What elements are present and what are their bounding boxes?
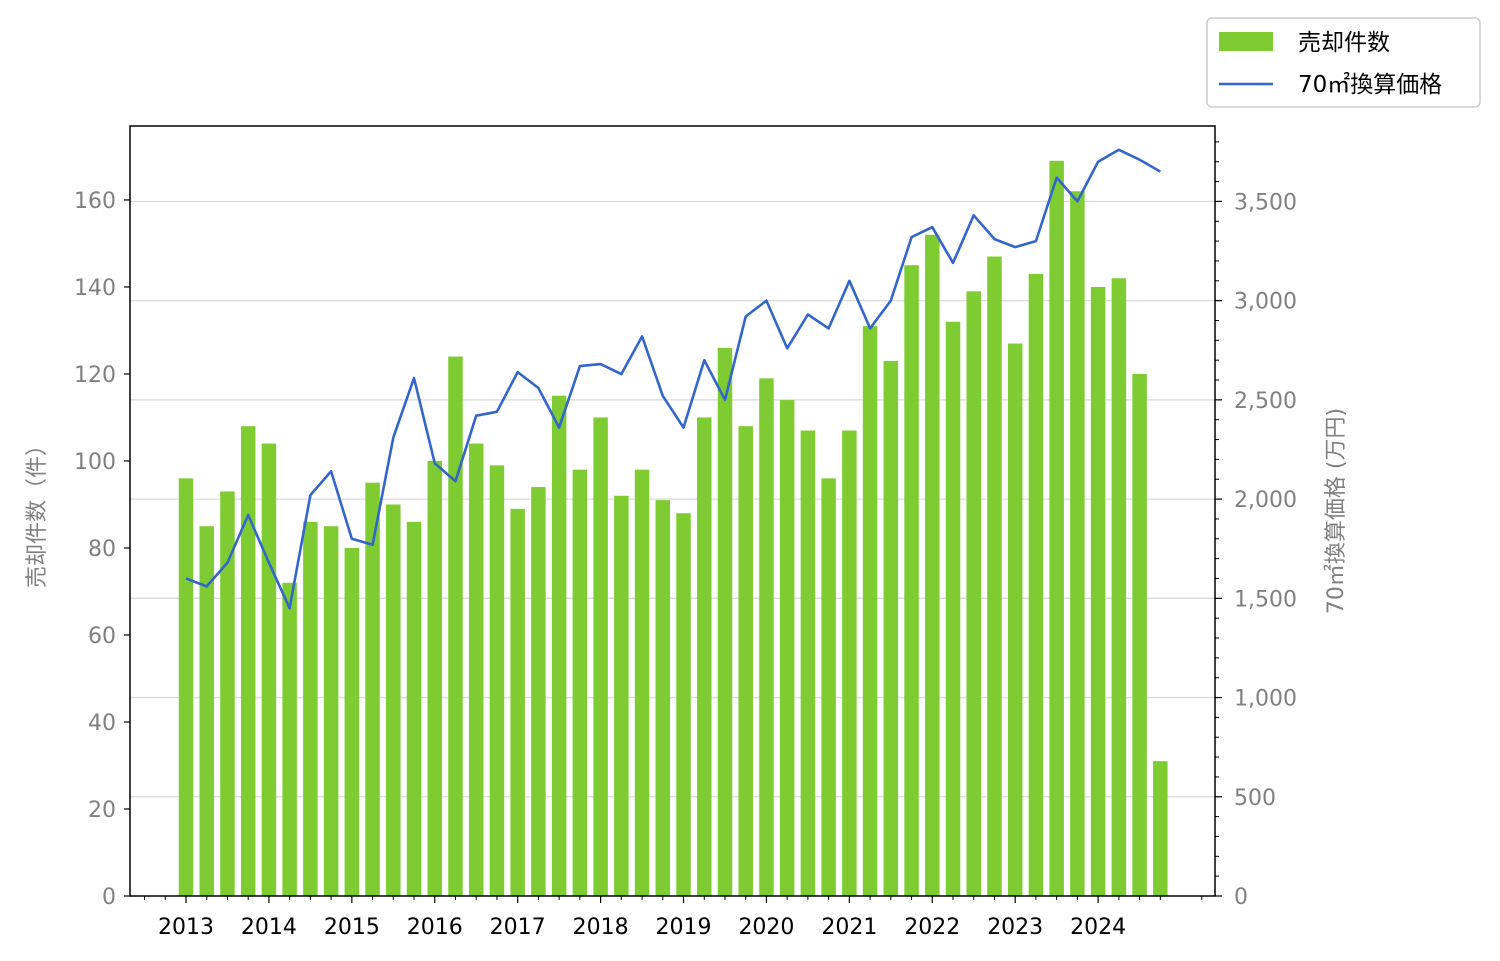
bar (634, 469, 650, 896)
x-tick-label: 2020 (738, 915, 794, 940)
bar (1049, 160, 1064, 897)
bar (655, 500, 671, 896)
bar (406, 521, 422, 896)
axis-ticks: 0 20 40 60 80 100 120 140 160 0 500 1,000 1,500 2,000… (74, 141, 1297, 940)
y-tick-label-left: 20 (88, 798, 116, 823)
bar (220, 491, 235, 896)
x-tick-label: 2024 (1070, 915, 1126, 940)
x-tick-label: 2018 (573, 915, 629, 940)
y-tick-label-right: 1,500 (1234, 587, 1297, 612)
bar (240, 426, 256, 896)
x-tick-label: 2023 (987, 915, 1043, 940)
x-tick-label: 2016 (407, 915, 463, 940)
y-tick-label-left: 120 (74, 363, 116, 388)
bar (282, 582, 297, 896)
bar (676, 513, 691, 896)
bar (593, 417, 608, 896)
bar (1153, 761, 1168, 896)
x-tick-label: 2017 (490, 915, 546, 940)
bar (945, 321, 961, 897)
bar (551, 395, 567, 896)
x-tick-label: 2022 (904, 915, 960, 940)
bar (966, 291, 981, 896)
x-tick-label: 2015 (324, 915, 380, 940)
bar (365, 482, 380, 896)
bar (842, 430, 857, 896)
bar (448, 356, 463, 897)
x-tick-label: 2021 (821, 915, 877, 940)
x-tick-label: 2019 (656, 915, 712, 940)
y-tick-label-left: 140 (74, 276, 116, 301)
y-tick-label-right: 0 (1234, 885, 1248, 910)
y-tick-label-right: 3,500 (1234, 190, 1297, 215)
bar (1111, 278, 1127, 896)
bar (821, 478, 836, 896)
bar (1007, 343, 1023, 896)
bar (904, 265, 919, 896)
bar (862, 326, 878, 896)
bar (779, 400, 795, 896)
y-tick-label-left: 0 (102, 885, 116, 910)
legend-line-label: 70㎡換算価格 (1298, 72, 1442, 98)
bar (178, 478, 194, 896)
y-tick-label-right: 500 (1234, 786, 1276, 811)
price-line (185, 148, 1161, 610)
bar (1028, 273, 1044, 896)
bar (489, 465, 505, 896)
line-series (185, 148, 1161, 610)
x-tick-label: 2014 (241, 915, 297, 940)
bar (303, 521, 318, 896)
bar (531, 487, 546, 896)
legend-bar-label: 売却件数 (1298, 30, 1390, 56)
bar (759, 378, 774, 896)
legend-bar-swatch (1219, 32, 1273, 51)
bar (427, 460, 443, 896)
y-tick-label-left: 60 (88, 624, 116, 649)
y-tick-label-right: 2,500 (1234, 389, 1297, 414)
legend-box (1206, 17, 1481, 108)
y-tick-label-right: 3,000 (1234, 290, 1297, 315)
y-tick-label-left: 40 (88, 711, 116, 736)
bar (697, 417, 712, 896)
bar (883, 360, 899, 896)
bar (572, 469, 588, 896)
bar (1090, 286, 1106, 896)
bar (386, 504, 401, 896)
bar (987, 256, 1002, 896)
y-tick-label-right: 1,000 (1234, 687, 1297, 712)
y-tick-label-left: 80 (88, 537, 116, 562)
bar (510, 508, 525, 896)
bar (1132, 373, 1147, 897)
bar (199, 526, 214, 896)
bar (1070, 191, 1085, 896)
y-axis-label-right: 70㎡換算価格 (万円) (1323, 408, 1349, 614)
x-tick-label: 2013 (158, 915, 214, 940)
bar (738, 426, 753, 896)
legend: 売却件数 70㎡換算価格 (1206, 17, 1481, 108)
bar (614, 495, 629, 896)
y-tick-label-right: 2,000 (1234, 488, 1297, 513)
bar (800, 430, 816, 896)
y-axis-label-left: 売却件数（件） (25, 434, 50, 588)
bar (468, 443, 484, 896)
bar (261, 443, 277, 896)
y-tick-label-left: 160 (74, 189, 116, 214)
plot-frame (129, 125, 1216, 897)
bar (717, 347, 733, 897)
bar (925, 234, 940, 896)
bar (344, 547, 360, 896)
y-tick-label-left: 100 (74, 450, 116, 475)
bar-series (178, 160, 1168, 897)
bar (323, 526, 339, 896)
